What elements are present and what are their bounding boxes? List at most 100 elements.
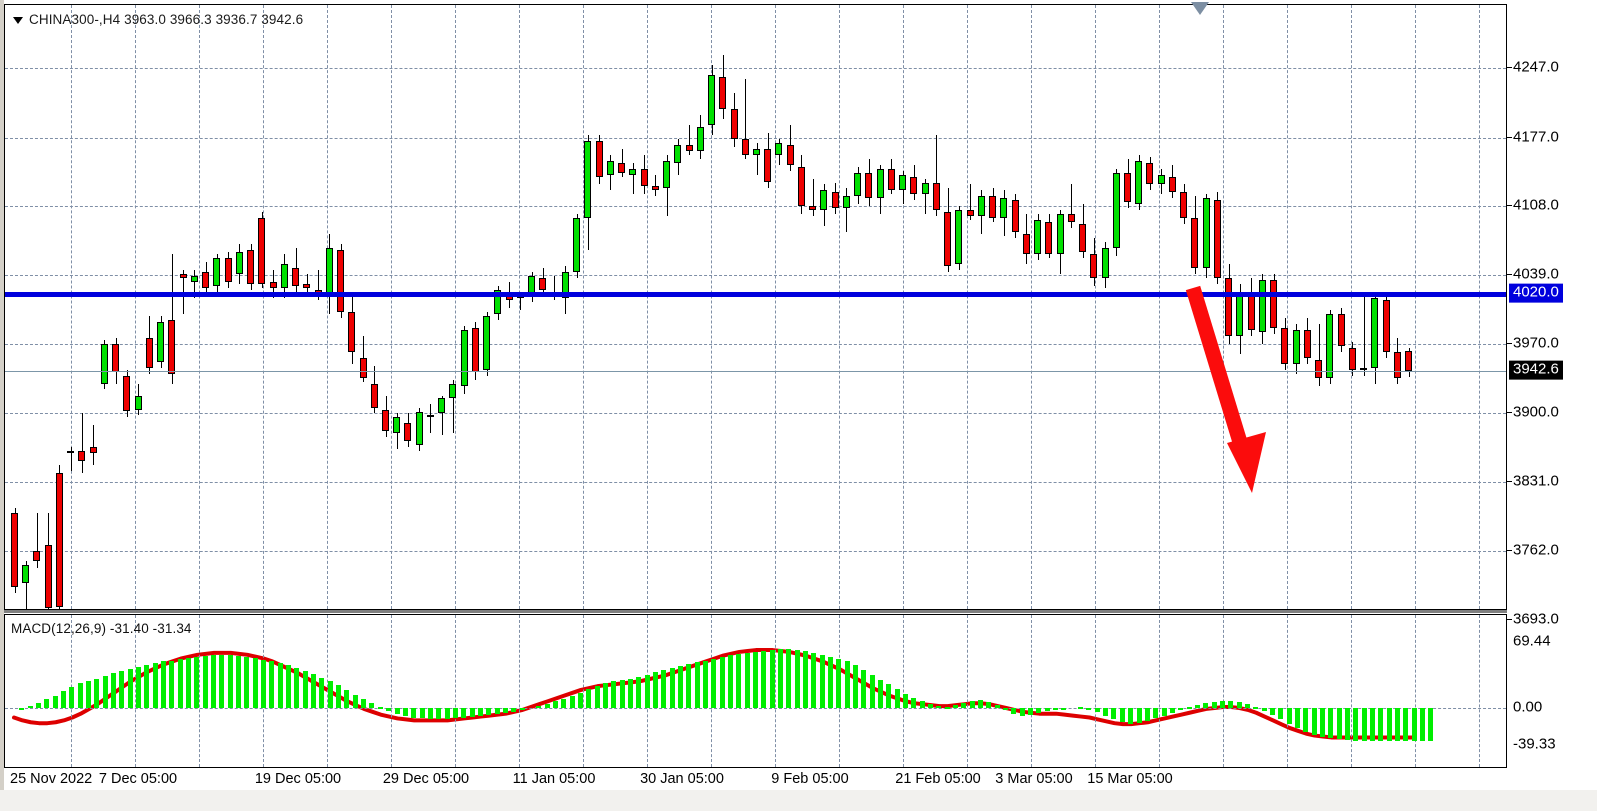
grid-line-horizontal bbox=[5, 413, 1506, 415]
marker-triangle-down-icon[interactable] bbox=[1191, 2, 1209, 15]
candle-wick bbox=[925, 178, 926, 215]
triangle-down-icon[interactable] bbox=[13, 17, 23, 24]
horizontal-level-line[interactable] bbox=[5, 291, 1506, 297]
macd-histogram-bar bbox=[411, 708, 417, 718]
grid-line-vertical bbox=[775, 5, 776, 609]
macd-histogram-bar bbox=[1103, 708, 1109, 716]
candle-wick bbox=[318, 270, 319, 300]
grid-line-vertical bbox=[71, 5, 72, 609]
candle-wick bbox=[1319, 323, 1320, 386]
candle-body bbox=[1303, 329, 1311, 358]
candle-body bbox=[471, 327, 479, 372]
grid-line-vertical bbox=[839, 5, 840, 609]
macd-histogram-bar bbox=[311, 673, 317, 708]
macd-histogram-bar bbox=[986, 702, 992, 708]
candle-body bbox=[1101, 248, 1109, 279]
candle-body bbox=[977, 196, 985, 217]
macd-histogram-bar bbox=[636, 676, 642, 708]
level-price-chip[interactable]: 4020.0 bbox=[1509, 283, 1563, 303]
macd-histogram-bar bbox=[878, 679, 884, 708]
candle-body bbox=[696, 126, 704, 151]
macd-histogram-bar bbox=[594, 686, 600, 708]
macd-axis[interactable]: 69.44 0.00 -39.33 bbox=[1507, 614, 1597, 768]
candle-body bbox=[1202, 198, 1210, 269]
macd-histogram-bar bbox=[419, 708, 425, 719]
candle-wick bbox=[172, 254, 173, 384]
macd-histogram-bar bbox=[1144, 708, 1150, 722]
candle-body bbox=[1191, 218, 1199, 269]
macd-histogram-bar bbox=[61, 690, 67, 708]
macd-histogram-bar bbox=[361, 699, 367, 708]
candle-body bbox=[1056, 214, 1064, 255]
candle-body bbox=[303, 284, 311, 289]
candle-body bbox=[1258, 280, 1266, 332]
macd-histogram-bar bbox=[477, 708, 483, 716]
grid-line-vertical bbox=[1095, 5, 1096, 609]
candle-body bbox=[280, 264, 288, 289]
macd-histogram-bar bbox=[27, 706, 33, 709]
macd-histogram-bar bbox=[119, 670, 125, 708]
macd-histogram-bar bbox=[1036, 708, 1042, 713]
candle-body bbox=[382, 409, 389, 432]
macd-histogram-bar bbox=[561, 698, 567, 708]
macd-histogram-bar bbox=[144, 665, 150, 708]
macd-pane-title: MACD(12,26,9) -31.40 -31.34 bbox=[11, 621, 192, 636]
candle-body bbox=[955, 210, 963, 265]
macd-histogram-bar bbox=[86, 681, 92, 708]
candle-body bbox=[1180, 192, 1188, 219]
macd-histogram-bar bbox=[1261, 708, 1267, 711]
time-axis[interactable]: 25 Nov 2022 7 Dec 05:00 19 Dec 05:00 29 Dec… bbox=[4, 769, 1507, 791]
price-axis-label: 3693.0 bbox=[1513, 610, 1559, 628]
macd-histogram-bar bbox=[894, 689, 900, 708]
macd-histogram-bar bbox=[969, 701, 975, 708]
price-axis-label: 3970.0 bbox=[1513, 334, 1559, 352]
macd-histogram-bar bbox=[244, 656, 250, 708]
macd-histogram-bar bbox=[602, 683, 608, 708]
candle-body bbox=[370, 383, 378, 408]
grid-line-vertical bbox=[135, 5, 136, 609]
macd-histogram-bar bbox=[69, 687, 75, 708]
candle-wick bbox=[554, 276, 555, 300]
candle-body bbox=[404, 423, 412, 442]
macd-histogram-bar bbox=[236, 655, 242, 708]
left-gutter bbox=[0, 0, 4, 811]
grid-line-horizontal bbox=[5, 206, 1506, 208]
grid-line-vertical bbox=[1159, 5, 1160, 609]
candle-body bbox=[1079, 224, 1087, 253]
candle-body bbox=[1090, 254, 1098, 279]
macd-indicator-pane[interactable]: MACD(12,26,9) -31.40 -31.34 bbox=[4, 614, 1507, 768]
macd-histogram-bar bbox=[1028, 708, 1034, 715]
price-axis-label: 3831.0 bbox=[1513, 472, 1559, 490]
candle-body bbox=[78, 451, 86, 462]
macd-histogram-bar bbox=[77, 683, 83, 708]
candle-body bbox=[887, 168, 895, 191]
macd-histogram-bar bbox=[427, 708, 433, 720]
macd-histogram-bar bbox=[1311, 708, 1317, 735]
macd-histogram-bar bbox=[1019, 708, 1025, 716]
pane-divider[interactable] bbox=[4, 610, 1507, 613]
candle-body bbox=[494, 290, 502, 314]
grid-line-horizontal bbox=[5, 137, 1506, 139]
price-axis[interactable]: 4247.0 4177.0 4108.0 4039.0 3970.0 3900.0 3831… bbox=[1507, 4, 1597, 626]
macd-histogram-bar bbox=[186, 657, 192, 708]
candle-wick bbox=[655, 174, 656, 197]
candle-body bbox=[112, 343, 120, 372]
macd-histogram-bar bbox=[227, 654, 233, 708]
macd-histogram-bar bbox=[202, 655, 208, 708]
time-axis-label: 25 Nov 2022 bbox=[10, 771, 93, 787]
candle-body bbox=[786, 144, 794, 165]
candle-body bbox=[145, 337, 153, 368]
macd-histogram-bar bbox=[1178, 708, 1184, 710]
candle-wick bbox=[846, 188, 847, 233]
macd-histogram-bar bbox=[1344, 708, 1350, 741]
macd-histogram-bar bbox=[1294, 708, 1300, 728]
macd-histogram-bar bbox=[761, 651, 767, 708]
price-chart-pane[interactable]: CHINA300-,H4 3963.0 3966.3 3936.7 3942.6 bbox=[4, 4, 1507, 621]
macd-histogram-bar bbox=[1386, 708, 1392, 742]
macd-histogram-bar bbox=[1211, 702, 1217, 708]
candle-wick bbox=[936, 134, 937, 217]
macd-histogram-bar bbox=[1228, 701, 1234, 708]
macd-histogram-bar bbox=[111, 672, 117, 708]
time-axis-label: 30 Jan 05:00 bbox=[640, 771, 724, 787]
grid-line-vertical bbox=[647, 5, 648, 609]
